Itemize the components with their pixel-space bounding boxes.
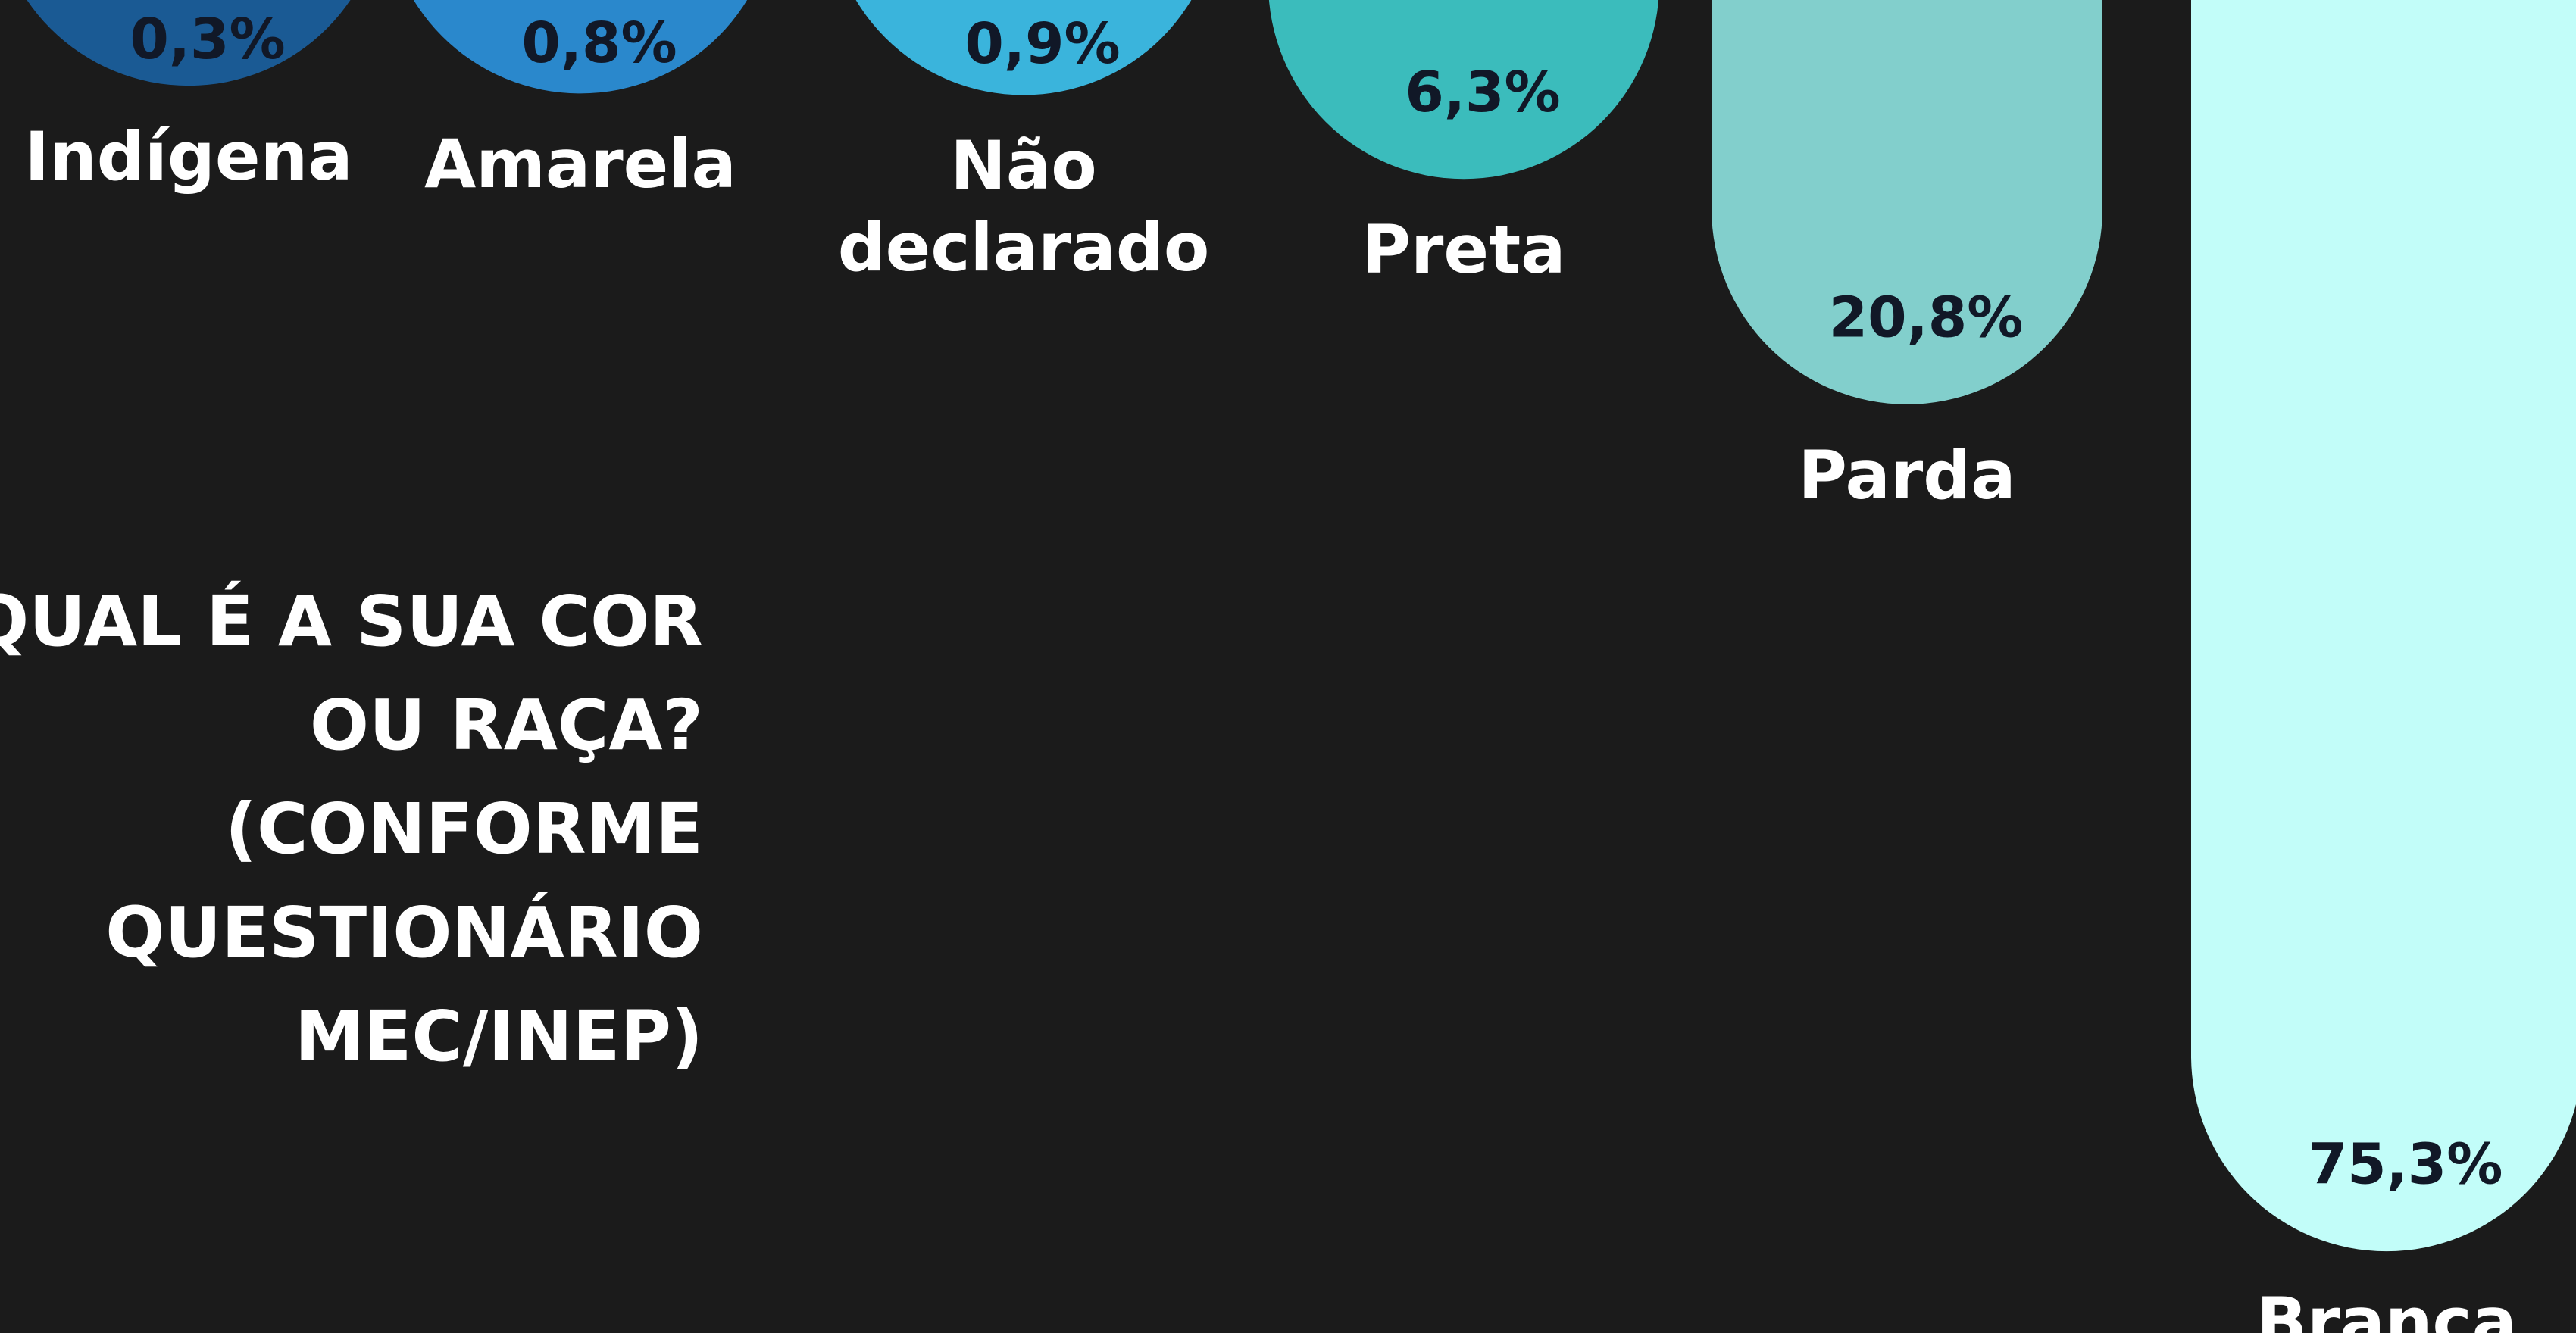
bar [2191,0,2576,1252]
value-label: 20,8% [1829,285,2024,350]
category-label: Indígena [24,117,353,196]
value-label: 0,8% [521,11,677,76]
category-label: Amarela [424,125,736,204]
bar [1712,0,2102,404]
bar [413,0,748,94]
category-label: Preta [1361,211,1566,289]
value-label: 75,3% [2309,1132,2503,1197]
value-label: 0,9% [964,11,1120,76]
category-label: Parda [1798,435,2016,514]
chart-title: QUAL É A SUA COR OU RAÇA? (CONFORME QUES… [0,581,703,1077]
category-label: Branca [2256,1283,2518,1333]
value-label: 0,3% [130,7,285,72]
bar [855,0,1192,95]
category-label: Não declarado [837,126,1210,287]
bar [1268,0,1659,180]
value-label: 6,3% [1405,60,1560,125]
bar [27,0,351,86]
